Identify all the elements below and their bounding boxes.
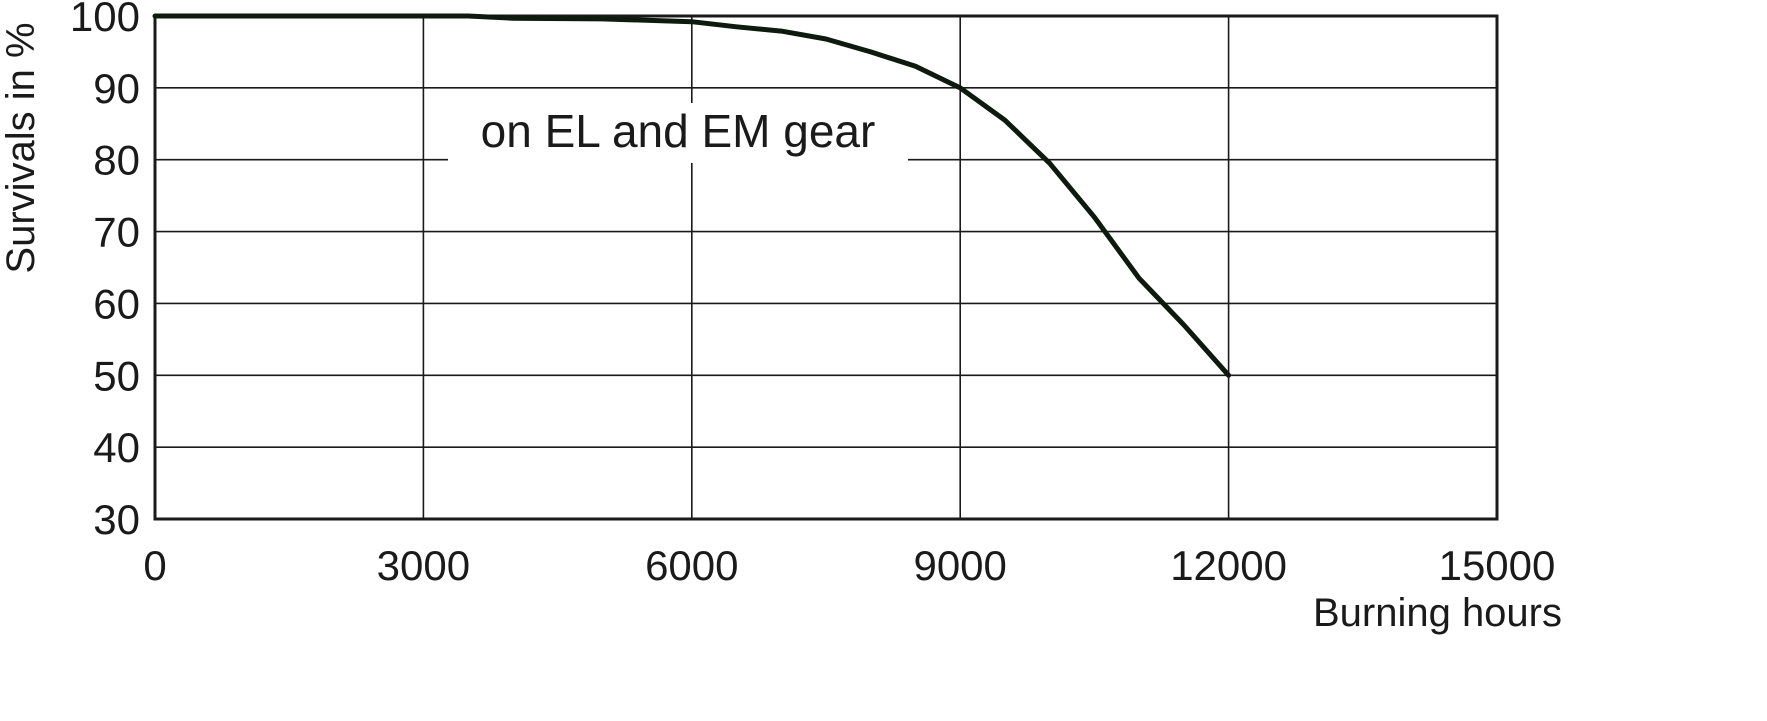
x-tick-label: 12000: [1170, 542, 1287, 589]
y-tick-label: 90: [93, 65, 140, 112]
x-tick-labels: 0 3000 6000 9000 12000 15000: [143, 542, 1555, 589]
plot-frame: [153, 14, 1499, 521]
x-tick-label: 9000: [913, 542, 1006, 589]
grid-lines: [155, 16, 1497, 519]
x-axis-title: Burning hours: [1313, 591, 1562, 635]
y-tick-label: 30: [93, 496, 140, 543]
y-tick-label: 100: [70, 0, 140, 40]
annotation: on EL and EM gear: [448, 103, 908, 163]
series-group: [152, 13, 1232, 378]
series-line-0: [152, 13, 1232, 378]
y-tick-label: 70: [93, 209, 140, 256]
y-tick-label: 80: [93, 137, 140, 184]
y-tick-labels: 30 40 50 60 70 80 90 100: [70, 0, 140, 543]
y-axis-title: Survivals in %: [0, 22, 43, 273]
annotation-background: [448, 103, 908, 163]
y-tick-label: 60: [93, 280, 140, 327]
x-tick-label: 6000: [645, 542, 738, 589]
x-tick-label: 3000: [377, 542, 470, 589]
y-tick-label: 50: [93, 352, 140, 399]
x-tick-label: 15000: [1439, 542, 1556, 589]
x-tick-label: 0: [143, 542, 166, 589]
y-tick-label: 40: [93, 424, 140, 471]
annotation-label: on EL and EM gear: [481, 105, 876, 157]
